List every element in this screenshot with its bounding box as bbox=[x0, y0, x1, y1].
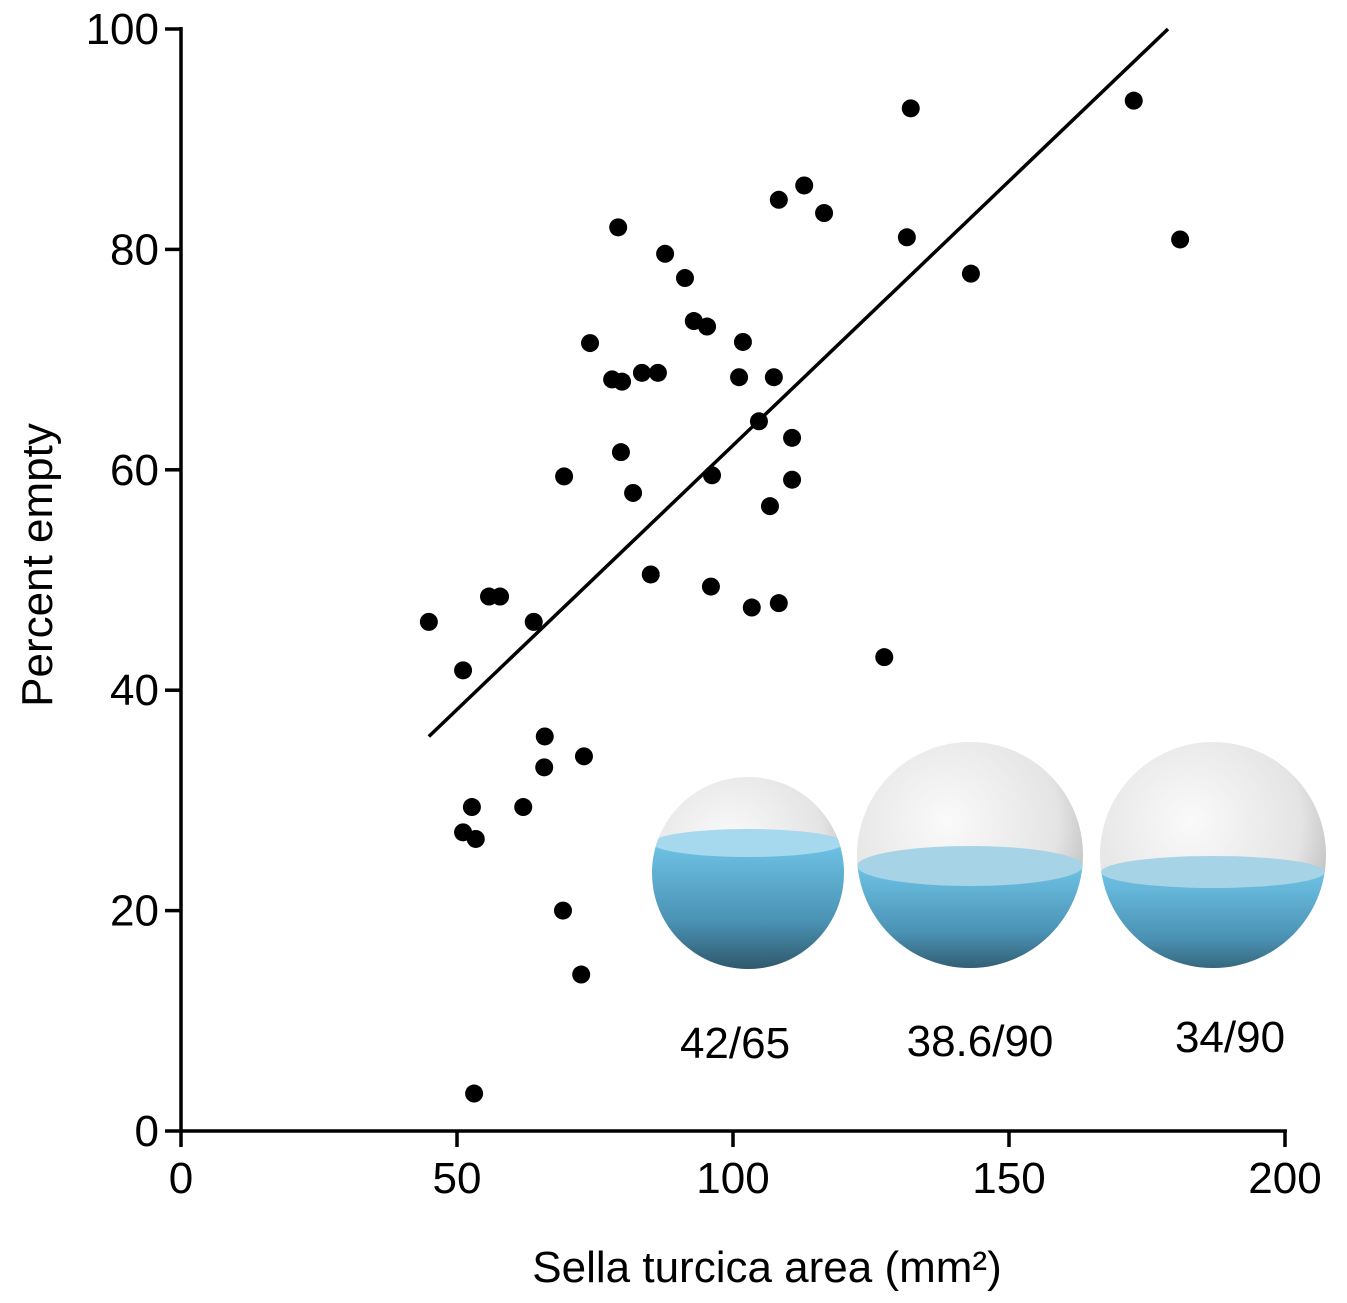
point bbox=[675, 269, 694, 288]
y-tick-label: 20 bbox=[110, 887, 159, 936]
point bbox=[733, 332, 752, 351]
point bbox=[609, 218, 628, 237]
point bbox=[613, 372, 632, 391]
annotation: 34/90 bbox=[1175, 1013, 1285, 1062]
point bbox=[875, 648, 894, 667]
point bbox=[783, 428, 802, 447]
y-axis-label: Percent empty bbox=[13, 423, 62, 707]
point bbox=[466, 829, 485, 848]
annotation: 38.6/90 bbox=[907, 1017, 1054, 1066]
point bbox=[555, 467, 574, 486]
point bbox=[815, 204, 834, 223]
point bbox=[698, 317, 717, 336]
point bbox=[701, 577, 720, 596]
trend-line bbox=[427, 27, 1170, 738]
point bbox=[632, 363, 651, 382]
point bbox=[641, 565, 660, 584]
point bbox=[581, 334, 600, 353]
point bbox=[574, 747, 593, 766]
point bbox=[656, 244, 675, 263]
y-tick-label: 60 bbox=[110, 446, 159, 495]
point bbox=[897, 228, 916, 247]
x-tick-label: 0 bbox=[169, 1154, 193, 1203]
x-tick-label: 150 bbox=[972, 1154, 1045, 1203]
point bbox=[703, 466, 722, 485]
point bbox=[764, 368, 783, 387]
x-tick-label: 50 bbox=[433, 1154, 482, 1203]
y-tick-label: 100 bbox=[86, 5, 159, 54]
point bbox=[514, 798, 533, 817]
point bbox=[535, 758, 554, 777]
point bbox=[795, 176, 814, 195]
point bbox=[535, 727, 554, 746]
point bbox=[462, 798, 481, 817]
point bbox=[524, 612, 543, 631]
point bbox=[769, 594, 788, 613]
x-tick-label: 100 bbox=[696, 1154, 769, 1203]
y-tick-label: 80 bbox=[110, 225, 159, 274]
point bbox=[730, 368, 749, 387]
point bbox=[491, 587, 510, 606]
point bbox=[611, 443, 630, 462]
point bbox=[624, 483, 643, 502]
y-tick-label: 40 bbox=[110, 666, 159, 715]
point bbox=[465, 1084, 484, 1103]
point bbox=[749, 412, 768, 431]
point bbox=[572, 965, 591, 984]
point bbox=[742, 598, 761, 617]
point bbox=[648, 363, 667, 382]
point bbox=[769, 190, 788, 209]
point bbox=[901, 99, 920, 118]
point bbox=[783, 470, 802, 489]
point bbox=[553, 901, 572, 920]
point bbox=[760, 497, 779, 516]
point bbox=[1124, 91, 1143, 110]
sphere-illustrations bbox=[652, 742, 1326, 969]
annotation: 42/65 bbox=[680, 1019, 790, 1068]
point bbox=[454, 661, 473, 680]
point bbox=[1171, 230, 1190, 249]
y-tick-label: 0 bbox=[135, 1107, 159, 1156]
point bbox=[961, 264, 980, 283]
x-tick-label: 200 bbox=[1248, 1154, 1321, 1203]
x-axis-label: Sella turcica area (mm²) bbox=[532, 1243, 1001, 1292]
point bbox=[419, 612, 438, 631]
